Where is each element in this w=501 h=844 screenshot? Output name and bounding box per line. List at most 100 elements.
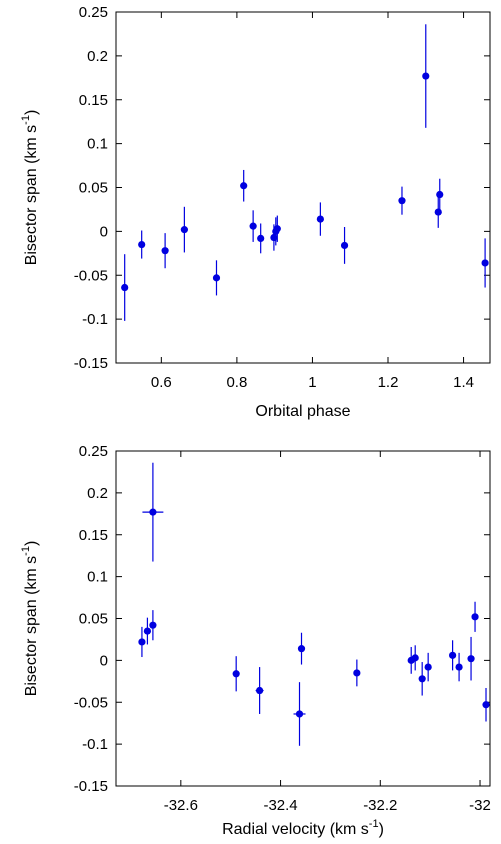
data-point xyxy=(340,226,349,264)
y-tick-label: -0.1 xyxy=(82,736,108,753)
x-tick-label: 1.2 xyxy=(378,374,399,391)
data-point xyxy=(273,215,281,242)
point-marker xyxy=(297,645,306,653)
y-axis-label-main: Bisector span (km s xyxy=(23,556,40,696)
plot-frame xyxy=(115,450,491,787)
x-tick-label: 1 xyxy=(308,374,316,391)
point-marker xyxy=(232,670,240,678)
point-marker xyxy=(256,686,264,695)
point-marker xyxy=(138,638,146,646)
point-marker xyxy=(340,241,349,250)
point-marker xyxy=(481,259,489,267)
x-axis-label: Orbital phase xyxy=(255,403,350,420)
point-marker xyxy=(240,182,248,190)
data-point xyxy=(353,659,361,687)
data-point xyxy=(467,636,475,681)
data-point xyxy=(121,254,129,321)
data-point xyxy=(418,662,426,696)
y-axis-label-tail: ) xyxy=(23,110,40,115)
point-marker xyxy=(161,247,169,255)
x-tick-label: 0.6 xyxy=(151,374,172,391)
point-marker xyxy=(295,710,304,718)
point-marker xyxy=(424,663,432,671)
data-point xyxy=(212,260,221,296)
point-marker xyxy=(411,654,419,662)
data-point xyxy=(293,682,306,746)
data-point xyxy=(255,667,264,714)
y-tick-label: 0.2 xyxy=(87,485,108,502)
y-axis-label-sup: -1 xyxy=(20,115,32,125)
point-marker xyxy=(270,233,278,242)
x-axis-label-sup: -1 xyxy=(369,818,379,830)
point-marker xyxy=(138,240,146,249)
data-point xyxy=(424,652,432,682)
data-point xyxy=(232,656,240,692)
point-marker xyxy=(449,651,457,659)
data-point xyxy=(449,640,457,671)
y-tick-label: -0.15 xyxy=(74,355,108,372)
y-axis-label-tail: ) xyxy=(23,541,40,546)
y-axis-label-main: Bisector span (km s xyxy=(23,125,40,265)
point-marker xyxy=(316,215,324,223)
y-tick-label: 0.15 xyxy=(79,527,108,544)
data-point xyxy=(142,462,164,562)
y-tick-label: 0.25 xyxy=(79,443,108,460)
point-marker xyxy=(257,234,265,242)
y-tick-label: 0.25 xyxy=(79,4,108,21)
x-tick-label: -32 xyxy=(469,797,491,814)
y-tick-label: 0.05 xyxy=(79,180,108,197)
x-axis-label-main: Radial velocity (km s xyxy=(222,821,369,838)
data-point xyxy=(149,610,157,641)
point-marker xyxy=(353,669,361,677)
y-tick-label: -0.05 xyxy=(74,267,108,284)
data-point xyxy=(257,223,265,254)
data-point xyxy=(138,230,146,259)
data-point xyxy=(161,233,169,269)
point-marker xyxy=(149,621,157,629)
y-tick-label: 0.2 xyxy=(87,48,108,65)
y-axis-label: Bisector span (km s-1) xyxy=(20,541,40,697)
y-tick-label: -0.1 xyxy=(82,311,108,328)
point-marker xyxy=(143,627,152,635)
y-tick-label: 0 xyxy=(100,652,108,669)
y-tick-label: 0 xyxy=(100,223,108,240)
point-marker xyxy=(249,222,257,230)
point-marker xyxy=(434,208,442,216)
radial-velocity-plot: -0.15 -0.1 -0.05 0 0.05 0.1 0.15 0.2 0.25 -32.6 -3… xyxy=(20,443,491,838)
point-marker xyxy=(398,197,406,205)
point-marker xyxy=(212,274,221,282)
data-point xyxy=(240,169,248,202)
data-point xyxy=(316,202,324,236)
point-marker xyxy=(467,655,475,663)
point-marker xyxy=(482,701,490,709)
data-point xyxy=(471,601,479,632)
data-point xyxy=(482,688,490,722)
data-point xyxy=(436,178,444,211)
point-marker xyxy=(121,283,129,292)
point-marker xyxy=(455,663,463,671)
data-point xyxy=(143,617,152,645)
y-tick-label: 0.1 xyxy=(87,136,108,153)
data-point xyxy=(455,652,463,682)
y-tick-label: -0.05 xyxy=(74,694,108,711)
point-marker xyxy=(436,190,444,199)
point-marker xyxy=(422,72,430,80)
y-tick-label: 0.05 xyxy=(79,611,108,628)
x-tick-label: 1.4 xyxy=(453,374,474,391)
data-point xyxy=(411,645,419,671)
x-axis-label: Radial velocity (km s-1) xyxy=(222,818,384,838)
point-marker xyxy=(149,508,157,516)
data-point xyxy=(297,632,306,665)
data-point xyxy=(481,238,489,288)
y-axis-label: Bisector span (km s-1) xyxy=(20,110,40,266)
point-marker xyxy=(273,225,281,233)
x-tick-label: -32.6 xyxy=(164,797,198,814)
x-axis-label-tail: ) xyxy=(379,821,384,838)
plot-frame xyxy=(115,11,491,364)
data-point xyxy=(422,24,430,128)
x-tick-label: -32.4 xyxy=(263,797,297,814)
data-point xyxy=(138,626,146,658)
data-point xyxy=(249,210,257,242)
point-marker xyxy=(180,226,188,234)
